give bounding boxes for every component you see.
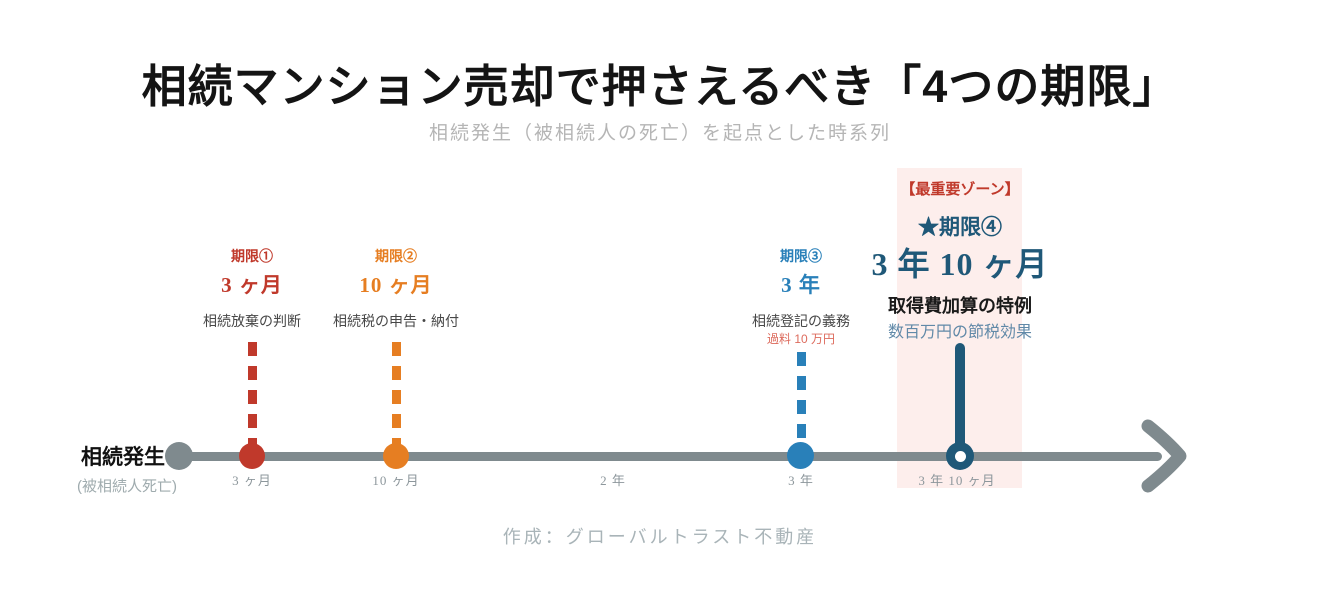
deadline2-value: 10 ヶ月 <box>359 273 433 297</box>
axis-tick-3months: 3 ヶ月 <box>232 473 272 488</box>
timeline-axis <box>171 452 1162 461</box>
timeline-dot-deadline4 <box>946 442 974 470</box>
deadline4-solid-connector <box>955 343 965 458</box>
deadline4-feature: 取得費加算の特例 <box>888 296 1032 316</box>
deadline4-benefit: 数百万円の節税効果 <box>887 324 1033 341</box>
timeline-dot-origin <box>165 442 193 470</box>
deadline1-dashed-connector <box>248 342 257 444</box>
deadline3-value: 3 年 <box>781 273 821 297</box>
axis-tick-2years: 2 年 <box>600 473 626 488</box>
page-title: 相続マンション売却で押さえるべき「4つの期限」 <box>141 61 1179 112</box>
timeline-dot-deadline2 <box>383 443 409 469</box>
deadline3-dashed-connector <box>797 352 806 444</box>
deadline1-value: 3 ヶ月 <box>221 273 283 297</box>
deadline2-dashed-connector <box>392 342 401 444</box>
page-subtitle: 相続発生（被相続人の死亡）を起点とした時系列 <box>428 123 891 144</box>
timeline-dot-deadline1 <box>239 443 265 469</box>
arrow-right-icon <box>1141 419 1187 493</box>
axis-tick-10months: 10 ヶ月 <box>372 473 420 488</box>
deadline1-label: 期限① <box>231 248 273 264</box>
timeline-dot-deadline4-hole <box>954 450 966 462</box>
timeline-dot-deadline3 <box>787 442 814 469</box>
deadline1-desc: 相続放棄の判断 <box>203 313 301 329</box>
deadline3-note: 過料 10 万円 <box>766 332 836 346</box>
deadline3-label: 期限③ <box>780 248 822 264</box>
deadline2-label: 期限② <box>375 248 417 264</box>
deadline2-desc: 相続税の申告・納付 <box>333 313 459 329</box>
deadline4-value: 3 年 10 ヶ月 <box>871 246 1049 282</box>
credit-line: 作成：グローバルトラスト不動産 <box>502 527 818 547</box>
deadline4-label: ★期限④ <box>918 216 1002 239</box>
origin-sublabel: (被相続人死亡) <box>77 478 177 495</box>
axis-tick-3years10months: 3 年 10 ヶ月 <box>918 473 996 488</box>
zone-banner: 【最重要ゾーン】 <box>900 181 1020 198</box>
deadline3-desc: 相続登記の義務 <box>752 313 850 329</box>
origin-label: 相続発生 <box>81 446 165 469</box>
axis-tick-3years: 3 年 <box>788 473 814 488</box>
